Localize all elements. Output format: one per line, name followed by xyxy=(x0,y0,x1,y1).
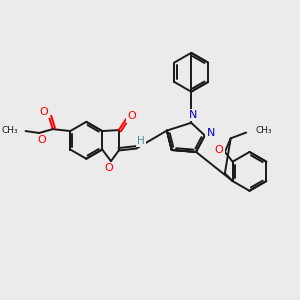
Text: N: N xyxy=(189,110,197,120)
Text: O: O xyxy=(38,135,46,145)
Text: H: H xyxy=(137,136,145,146)
Text: O: O xyxy=(215,145,224,155)
Text: O: O xyxy=(40,106,48,117)
Text: CH₃: CH₃ xyxy=(1,126,18,135)
Text: N: N xyxy=(206,128,215,139)
Text: O: O xyxy=(105,163,113,173)
Text: CH₃: CH₃ xyxy=(256,126,273,135)
Text: O: O xyxy=(127,112,136,122)
